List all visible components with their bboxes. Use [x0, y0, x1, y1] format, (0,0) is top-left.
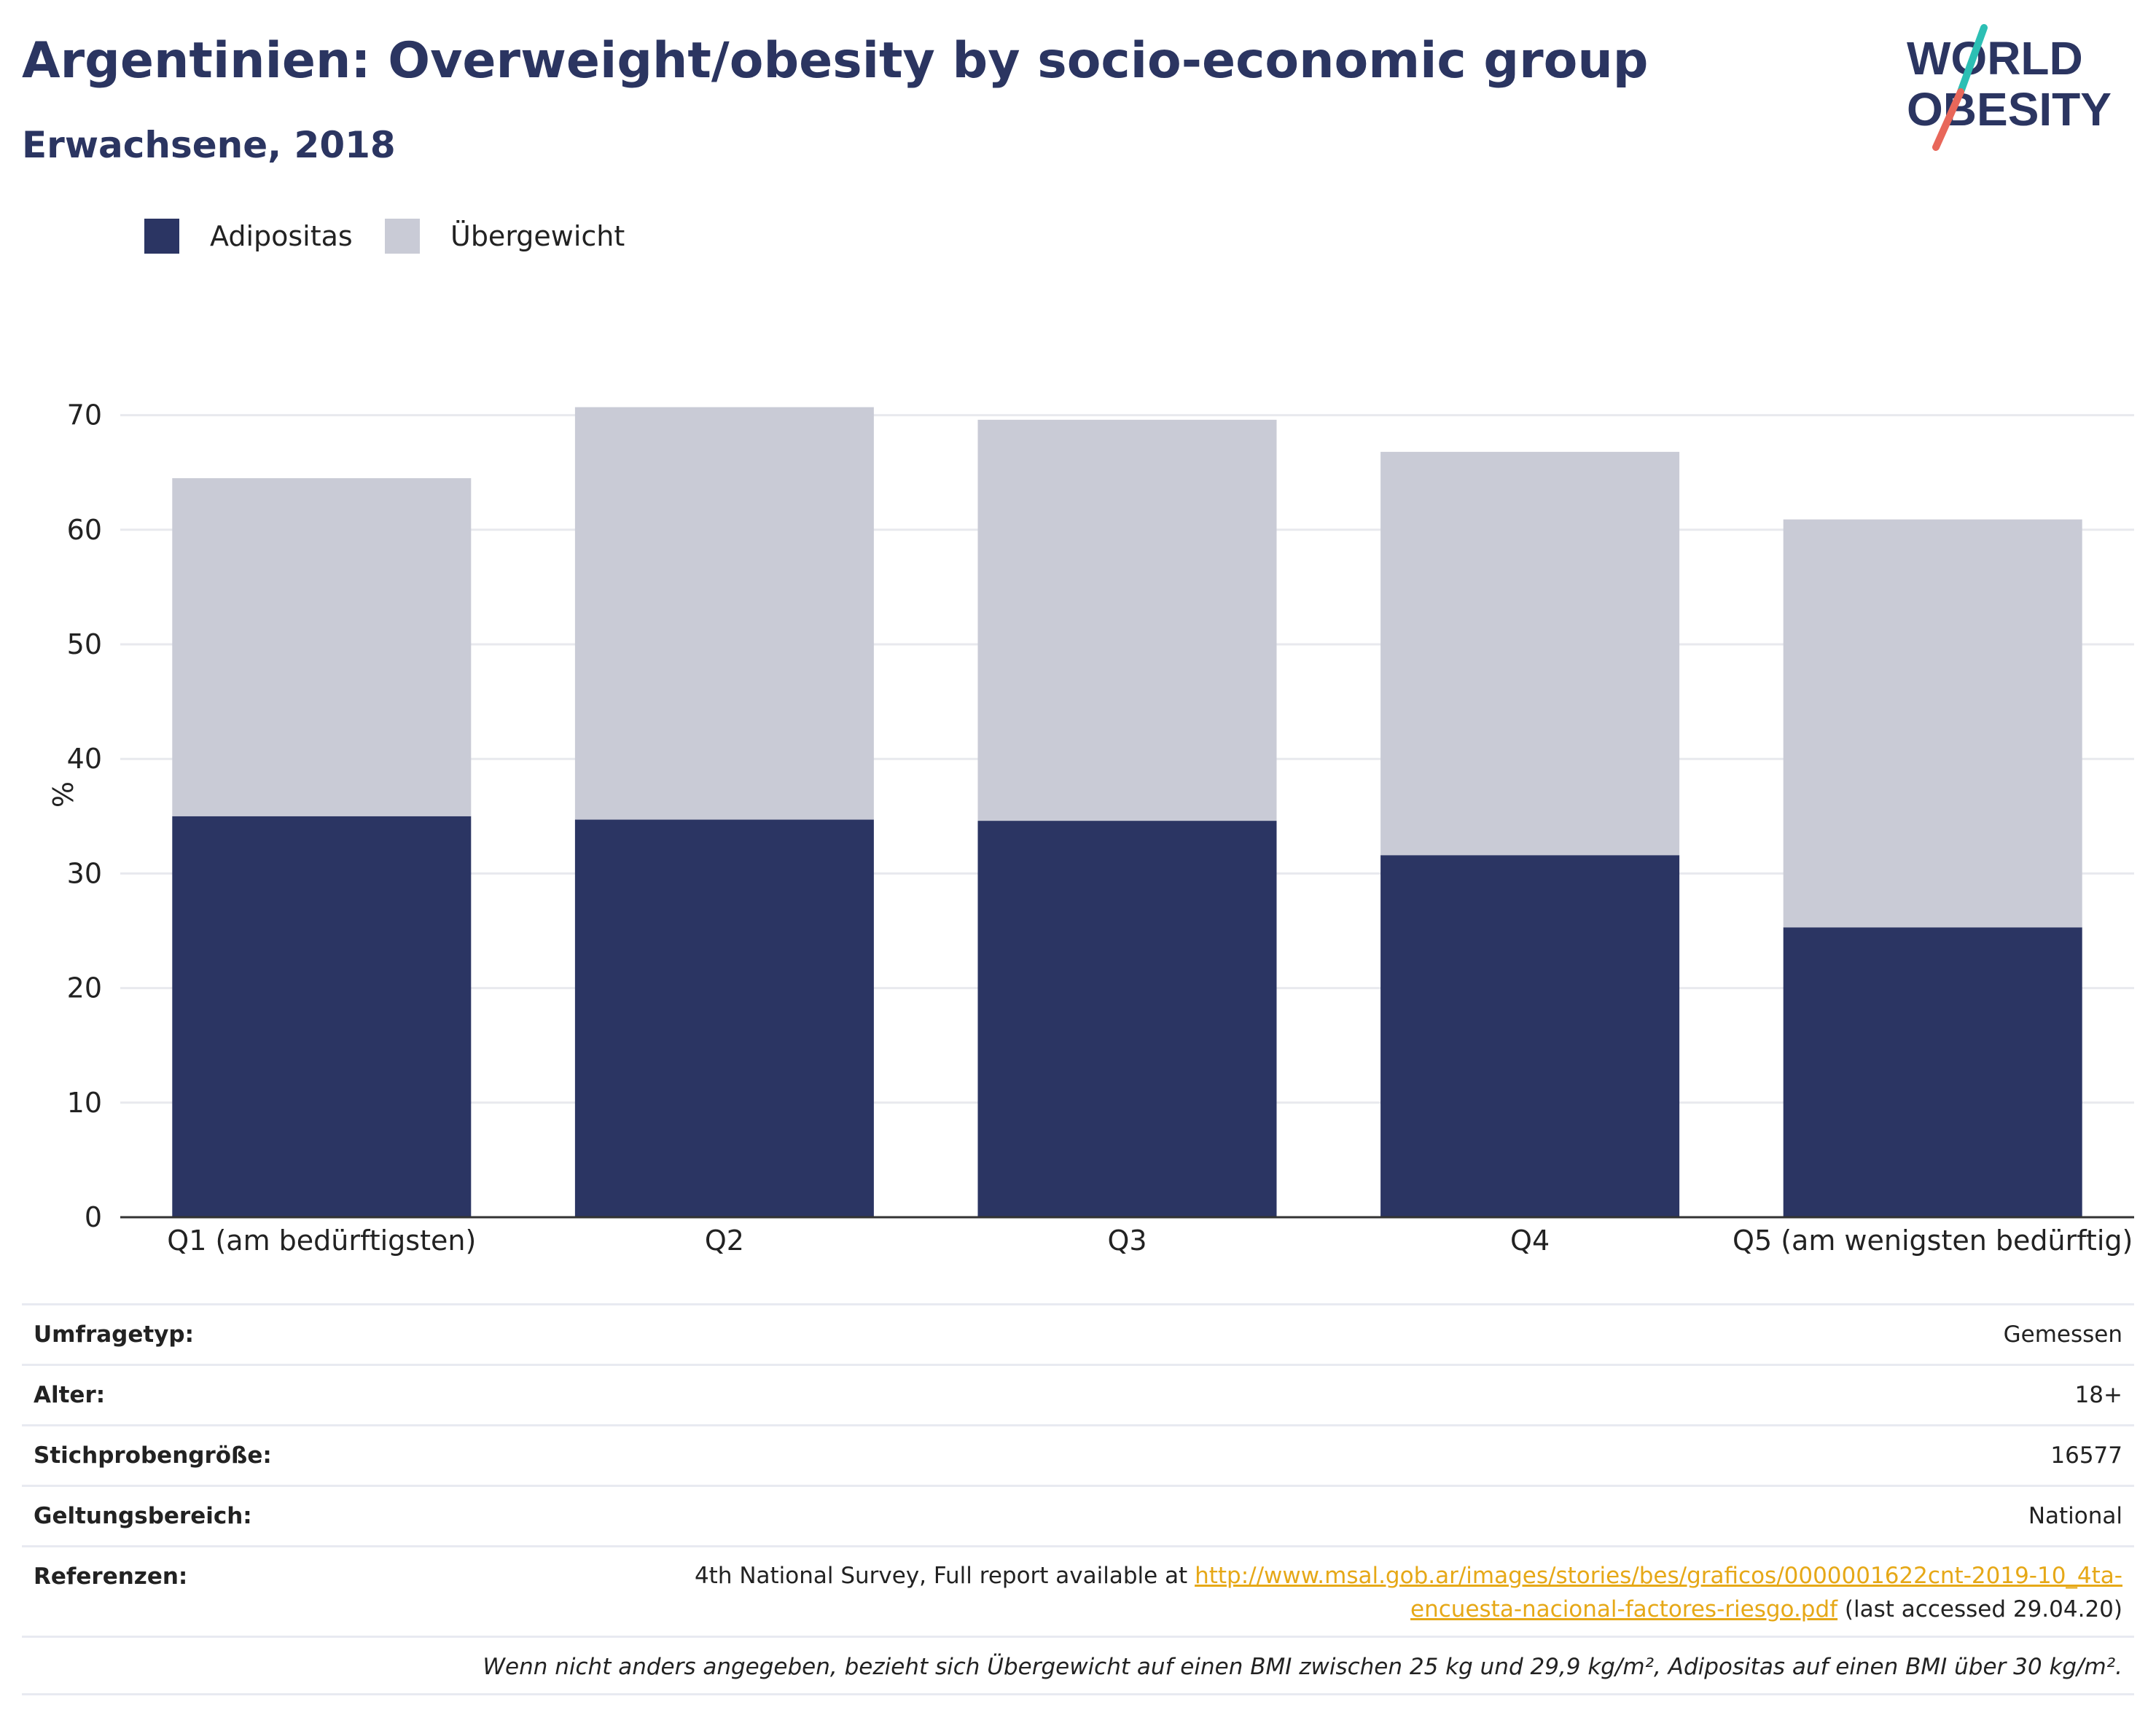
bar-segment-uebergewicht[interactable] — [574, 407, 874, 820]
legend-item-uebergewicht[interactable]: Übergewicht — [385, 219, 625, 254]
bar-segment-uebergewicht[interactable] — [1783, 519, 2082, 928]
legend-swatch-uebergewicht — [385, 219, 420, 254]
info-key: Stichprobengröße: — [34, 1442, 272, 1469]
y-tick-label: 0 — [85, 1201, 102, 1233]
logo-slash-top — [1957, 24, 1988, 95]
bmi-footnote: Wenn nicht anders angegeben, bezieht sic… — [22, 1636, 2134, 1695]
references-link-part1[interactable]: http://www.msal.gob.ar/images/stories/be… — [1195, 1563, 2122, 1589]
info-key: Alter: — [34, 1382, 106, 1408]
info-value: 18+ — [2074, 1382, 2122, 1408]
info-row-references: Referenzen: 4th National Survey, Full re… — [22, 1545, 2134, 1636]
y-tick-label: 50 — [67, 628, 102, 660]
x-tick-label: Q1 (am bedürftigsten) — [167, 1225, 476, 1257]
x-tick-label: Q3 — [1107, 1225, 1147, 1257]
y-tick-label: 10 — [67, 1087, 102, 1119]
bar-segment-adipositas[interactable] — [1783, 927, 2082, 1217]
world-obesity-logo: WORLD OBESITY — [1907, 24, 2112, 151]
references-line1: 4th National Survey, Full report availab… — [695, 1559, 2122, 1593]
info-table: Umfragetyp: Gemessen Alter: 18+ Stichpro… — [22, 1303, 2134, 1695]
bar-segment-adipositas[interactable] — [574, 819, 874, 1217]
y-tick-label: 60 — [67, 514, 102, 546]
info-key: Geltungsbereich: — [34, 1503, 252, 1529]
bar-segment-adipositas[interactable] — [1380, 855, 1680, 1217]
info-value: Gemessen — [2003, 1321, 2122, 1348]
bar-segment-uebergewicht[interactable] — [1380, 451, 1680, 856]
info-key: Referenzen: — [34, 1563, 188, 1590]
legend-label-uebergewicht: Übergewicht — [450, 220, 625, 252]
x-tick-label: Q2 — [705, 1225, 744, 1257]
y-tick-label: 30 — [67, 857, 102, 889]
info-row-coverage: Geltungsbereich: National — [22, 1485, 2134, 1545]
legend-label-adipositas: Adipositas — [210, 220, 353, 252]
info-key: Umfragetyp: — [34, 1321, 194, 1348]
bar-chart: 0 10 20 30 40 50 60 70% Q1 (am bedürftigsten) Q2 Q… — [46, 399, 2134, 1257]
y-tick-label: 70 — [67, 399, 102, 431]
references-line2: encuesta-nacional-factores-riesgo.pdf (l… — [695, 1593, 2122, 1626]
info-value: 16577 — [2050, 1442, 2122, 1469]
info-row-age: Alter: 18+ — [22, 1364, 2134, 1424]
logo-line1: WORLD — [1907, 32, 2083, 85]
chart-title: Argentinien: Overweight/obesity by socio… — [22, 32, 1649, 90]
bar-segment-adipositas[interactable] — [172, 816, 472, 1217]
y-axis-label: % — [46, 781, 78, 808]
info-row-sample-size: Stichprobengröße: 16577 — [22, 1424, 2134, 1485]
y-tick-label: 20 — [67, 972, 102, 1004]
references-link-part2[interactable]: encuesta-nacional-factores-riesgo.pdf — [1410, 1596, 1838, 1622]
x-tick-label: Q4 — [1510, 1225, 1550, 1257]
legend-swatch-adipositas — [144, 219, 179, 254]
info-row-survey-type: Umfragetyp: Gemessen — [22, 1303, 2134, 1364]
bar-segment-adipositas[interactable] — [977, 821, 1277, 1217]
chart-subtitle: Erwachsene, 2018 — [22, 124, 396, 166]
bar-segment-uebergewicht[interactable] — [172, 478, 472, 816]
logo-slash-bottom — [1932, 88, 1964, 151]
references-prefix: 4th National Survey, Full report availab… — [694, 1563, 1195, 1589]
logo-line2: OBESITY — [1907, 83, 2112, 136]
references-suffix: (last accessed 29.04.20) — [1837, 1596, 2122, 1622]
bar-segment-uebergewicht[interactable] — [977, 419, 1277, 821]
info-value: National — [2028, 1503, 2122, 1529]
x-tick-label: Q5 (am wenigsten bedürftig) — [1733, 1225, 2133, 1257]
legend-item-adipositas[interactable]: Adipositas — [144, 219, 353, 254]
y-tick-label: 40 — [67, 743, 102, 775]
references-value: 4th National Survey, Full report availab… — [695, 1559, 2122, 1626]
